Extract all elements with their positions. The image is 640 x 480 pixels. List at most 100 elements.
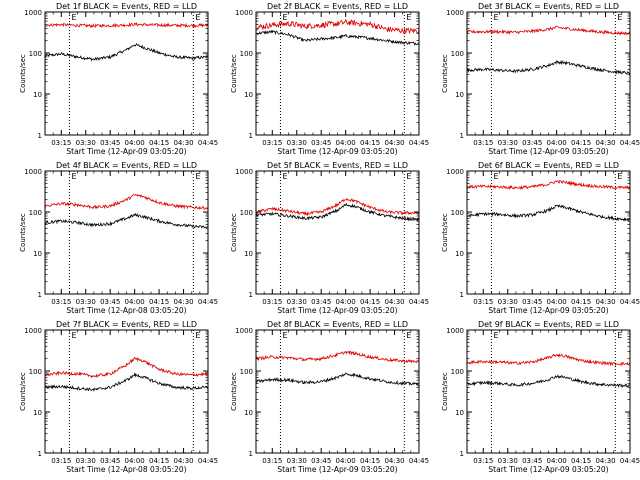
series-line-events (255, 372, 420, 386)
series-line-lld (255, 18, 420, 35)
x-tick-label: 03:30 (76, 298, 96, 306)
detector-panel-3: Det 3f BLACK = Events, RED = LLD E E 1 10 100… (441, 2, 640, 156)
x-tick-label: 03:15 (473, 298, 493, 306)
series-line-lld (44, 356, 209, 378)
y-tick-label: 1000 (235, 9, 253, 17)
x-tick-label: 04:45 (620, 298, 640, 306)
y-tick-label: 100 (451, 50, 464, 58)
series-line-events (466, 204, 631, 222)
detector-panel-5: Det 5f BLACK = Events, RED = LLD E E 1 10 100… (230, 161, 429, 315)
series-line-lld (466, 352, 631, 367)
time-marker-label: E (493, 331, 498, 340)
x-tick-label: 03:45 (522, 457, 542, 465)
x-tick-label: 03:30 (76, 457, 96, 465)
y-tick-label: 1 (38, 450, 42, 458)
x-tick-label: 04:45 (620, 457, 640, 465)
series-line-lld (44, 21, 209, 29)
x-tick-label: 04:15 (571, 298, 591, 306)
panel-title: Det 8f BLACK = Events, RED = LLD (267, 320, 408, 329)
y-tick-label: 10 (33, 91, 42, 99)
y-tick-label: 100 (451, 209, 464, 217)
x-tick-label: 04:15 (360, 139, 380, 147)
x-tick-label: 04:30 (173, 298, 193, 306)
y-tick-label: 100 (29, 209, 42, 217)
y-tick-label: 1 (249, 291, 253, 299)
series-line-events (255, 202, 420, 222)
series-line-lld (255, 350, 420, 364)
time-marker-label: E (282, 172, 287, 181)
y-tick-label: 100 (451, 368, 464, 376)
time-marker-label: E (282, 331, 287, 340)
y-axis-label: Counts/sec (441, 372, 449, 411)
y-tick-label: 100 (240, 209, 253, 217)
panel-title: Det 3f BLACK = Events, RED = LLD (478, 2, 619, 11)
panel-title: Det 7f BLACK = Events, RED = LLD (56, 320, 197, 329)
y-axis-label: Counts/sec (19, 213, 27, 252)
y-tick-label: 1000 (235, 327, 253, 335)
x-tick-label: 03:30 (498, 298, 518, 306)
x-tick-label: 04:15 (149, 457, 169, 465)
y-tick-label: 1 (460, 450, 464, 458)
x-axis-label: Start Time (12-Apr-08 03:05:20) (66, 306, 186, 315)
time-marker-label: E (406, 172, 411, 181)
time-marker-label: E (406, 331, 411, 340)
x-tick-label: 04:00 (336, 298, 356, 306)
detector-panel-8: Det 8f BLACK = Events, RED = LLD E E 1 10 100… (230, 320, 429, 474)
x-tick-label: 03:15 (473, 457, 493, 465)
series-line-events (255, 29, 420, 46)
series-line-lld (255, 197, 420, 217)
y-tick-label: 100 (29, 50, 42, 58)
detector-panel-1: Det 1f BLACK = Events, RED = LLD E E 1 10 100… (19, 2, 218, 156)
y-tick-label: 1000 (24, 327, 42, 335)
y-tick-label: 10 (244, 250, 253, 258)
y-tick-label: 1000 (24, 9, 42, 17)
x-tick-label: 03:45 (311, 298, 331, 306)
x-tick-label: 03:45 (522, 298, 542, 306)
detector-panel-2: Det 2f BLACK = Events, RED = LLD E E 1 10 100… (230, 2, 429, 156)
series-line-lld (466, 25, 631, 36)
x-axis-label: Start Time (12-Apr-09 03:05:20) (488, 306, 608, 315)
x-axis-label: Start Time (12-Apr-09 03:05:20) (277, 147, 397, 156)
x-tick-label: 04:00 (125, 139, 145, 147)
time-marker-label: E (493, 13, 498, 22)
x-tick-label: 04:00 (547, 457, 567, 465)
y-axis-label: Counts/sec (230, 213, 238, 252)
y-tick-label: 1 (38, 132, 42, 140)
y-axis-label: Counts/sec (19, 372, 27, 411)
panel-title: Det 5f BLACK = Events, RED = LLD (267, 161, 408, 170)
x-axis-label: Start Time (12-Apr-09 03:05:20) (277, 465, 397, 474)
time-marker-label: E (195, 331, 200, 340)
detector-panel-6: Det 6f BLACK = Events, RED = LLD E E 1 10 100… (441, 161, 640, 315)
x-tick-label: 04:45 (409, 457, 429, 465)
y-tick-label: 1000 (446, 9, 464, 17)
time-marker-label: E (195, 172, 200, 181)
x-tick-label: 04:15 (360, 457, 380, 465)
x-axis-label: Start Time (12-Apr-08 03:05:20) (66, 465, 186, 474)
x-tick-label: 04:30 (173, 457, 193, 465)
time-marker-label: E (71, 13, 76, 22)
series-line-events (44, 372, 209, 392)
detector-panel-4: Det 4f BLACK = Events, RED = LLD E E 1 10 100… (19, 161, 218, 315)
y-tick-label: 100 (240, 368, 253, 376)
x-tick-label: 03:30 (76, 139, 96, 147)
x-tick-label: 04:15 (360, 298, 380, 306)
x-axis-label: Start Time (12-Apr-09 03:05:20) (488, 147, 608, 156)
y-tick-label: 10 (244, 91, 253, 99)
series-line-lld (466, 179, 631, 191)
panel-title: Det 1f BLACK = Events, RED = LLD (56, 2, 197, 11)
y-tick-label: 1000 (235, 168, 253, 176)
x-tick-label: 04:45 (409, 298, 429, 306)
x-tick-label: 03:45 (100, 457, 120, 465)
x-tick-label: 04:30 (595, 298, 615, 306)
x-axis-label: Start Time (12-Apr-09 03:05:20) (66, 147, 186, 156)
x-tick-label: 03:15 (51, 298, 71, 306)
detector-panel-7: Det 7f BLACK = Events, RED = LLD E E 1 10 100… (19, 320, 218, 474)
y-tick-label: 1 (249, 450, 253, 458)
x-tick-label: 04:00 (336, 139, 356, 147)
y-tick-label: 10 (455, 409, 464, 417)
y-tick-label: 1000 (446, 327, 464, 335)
x-tick-label: 03:15 (262, 139, 282, 147)
panel-title: Det 6f BLACK = Events, RED = LLD (478, 161, 619, 170)
y-axis-label: Counts/sec (19, 54, 27, 93)
y-axis-label: Counts/sec (230, 54, 238, 93)
